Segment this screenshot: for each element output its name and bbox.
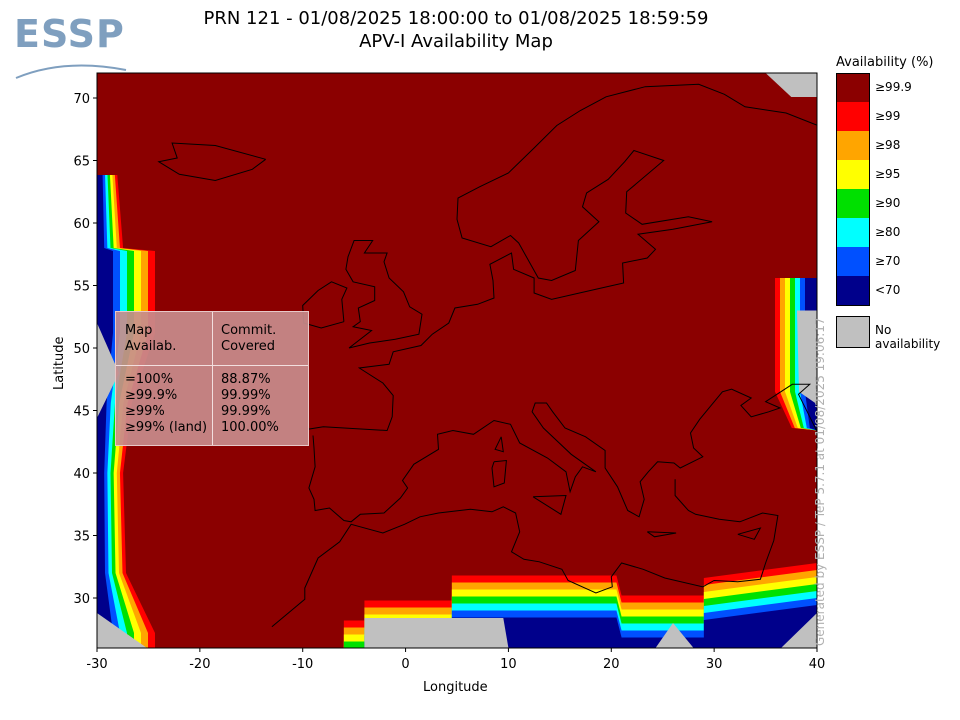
coastline-2 bbox=[271, 479, 779, 628]
legend-label-0: ≥99.9 bbox=[875, 80, 912, 94]
legend-swatch-7 bbox=[836, 276, 870, 306]
legend-label-5: ≥80 bbox=[875, 225, 901, 239]
legend-swatch-5 bbox=[836, 218, 870, 247]
stats-row-2-covered: 99.99% bbox=[221, 388, 271, 403]
plot-frame bbox=[96, 72, 818, 649]
south-no-data-3 bbox=[781, 613, 817, 648]
coastline-10 bbox=[737, 527, 762, 540]
stats-row-3-level: ≥99% bbox=[125, 404, 165, 419]
y-tick-label-6: 60 bbox=[73, 217, 90, 232]
chart-title-line2: APV-I Availability Map bbox=[359, 31, 553, 52]
x-axis-label: Longitude bbox=[423, 680, 488, 695]
y-tick-label-8: 70 bbox=[73, 92, 90, 107]
legend-label-no-data: No availability bbox=[875, 323, 941, 351]
coastline-3 bbox=[345, 240, 423, 349]
stats-header-commit-covered: Commit. Covered bbox=[221, 323, 277, 354]
y-axis-label: Latitude bbox=[52, 336, 67, 390]
coastline-0 bbox=[307, 83, 817, 432]
y-tick-label-4: 50 bbox=[73, 342, 90, 357]
legend-title: Availability (%) bbox=[836, 55, 934, 70]
x-tick-label-6: 30 bbox=[706, 657, 723, 672]
coastline-4 bbox=[302, 281, 348, 329]
legend-swatch-no-data bbox=[836, 316, 870, 348]
northeast-no-data bbox=[765, 73, 817, 97]
y-tick-label-5: 55 bbox=[73, 280, 90, 295]
x-tick-label-7: 40 bbox=[809, 657, 826, 672]
south-no-data-2 bbox=[655, 623, 694, 648]
legend-label-3: ≥95 bbox=[875, 167, 901, 181]
y-tick-label-7: 65 bbox=[73, 155, 90, 170]
stats-table: Map Availab. Commit. Covered =100% 88.87… bbox=[115, 311, 309, 446]
coastline-7 bbox=[532, 494, 567, 516]
legend-swatch-1 bbox=[836, 102, 870, 131]
generated-credit: Generated by ESSP / TeP 5.7.1 at 01/08/2… bbox=[813, 317, 827, 646]
coastline-5 bbox=[157, 142, 266, 182]
y-tick-label-0: 30 bbox=[73, 592, 90, 607]
legend-label-6: ≥70 bbox=[875, 254, 901, 268]
east-no-data bbox=[797, 310, 817, 405]
coastline-8 bbox=[494, 436, 504, 453]
availability-field bbox=[97, 73, 817, 648]
coastline-9 bbox=[647, 531, 677, 538]
stats-row-1-covered: 88.87% bbox=[221, 372, 271, 387]
x-tick-label-2: -10 bbox=[292, 657, 313, 672]
x-tick-label-4: 10 bbox=[500, 657, 517, 672]
west-no-data-1 bbox=[97, 323, 119, 418]
stats-row-1-level: =100% bbox=[125, 372, 174, 387]
stats-row-3-covered: 99.99% bbox=[221, 404, 271, 419]
legend-swatch-2 bbox=[836, 131, 870, 160]
y-tick-label-2: 40 bbox=[73, 467, 90, 482]
legend-label-2: ≥98 bbox=[875, 138, 901, 152]
x-tick-label-5: 20 bbox=[603, 657, 620, 672]
logo-text: ESSP bbox=[14, 12, 125, 56]
chart-title-line1: PRN 121 - 01/08/2025 18:00:00 to 01/08/2… bbox=[203, 8, 709, 29]
legend-swatch-6 bbox=[836, 247, 870, 276]
y-tick-label-1: 35 bbox=[73, 530, 90, 545]
legend-label-1: ≥99 bbox=[875, 109, 901, 123]
south-no-data-1 bbox=[364, 618, 509, 648]
stats-header-map-availab: Map Availab. bbox=[125, 323, 177, 354]
stats-divider-h bbox=[116, 365, 308, 366]
x-tick-label-0: -30 bbox=[86, 657, 107, 672]
y-tick-label-3: 45 bbox=[73, 405, 90, 420]
west-no-data-2 bbox=[97, 613, 147, 648]
legend-swatch-4 bbox=[836, 189, 870, 218]
legend-label-7: <70 bbox=[875, 283, 901, 297]
coastline-6 bbox=[491, 459, 507, 488]
x-tick-label-3: 0 bbox=[401, 657, 409, 672]
legend-swatch-3 bbox=[836, 160, 870, 189]
legend-swatch-0 bbox=[836, 73, 870, 103]
stats-divider-v bbox=[212, 312, 213, 445]
legend-label-4: ≥90 bbox=[875, 196, 901, 210]
coastline-1 bbox=[308, 383, 817, 523]
west-band-6 bbox=[97, 175, 113, 648]
logo-swoosh bbox=[15, 64, 127, 79]
essp-logo: ESSP bbox=[14, 12, 134, 82]
x-tick-label-1: -20 bbox=[189, 657, 210, 672]
stats-row-2-level: ≥99.9% bbox=[125, 388, 178, 403]
stats-row-4-level: ≥99% (land) bbox=[125, 420, 208, 435]
stats-row-4-covered: 100.00% bbox=[221, 420, 279, 435]
